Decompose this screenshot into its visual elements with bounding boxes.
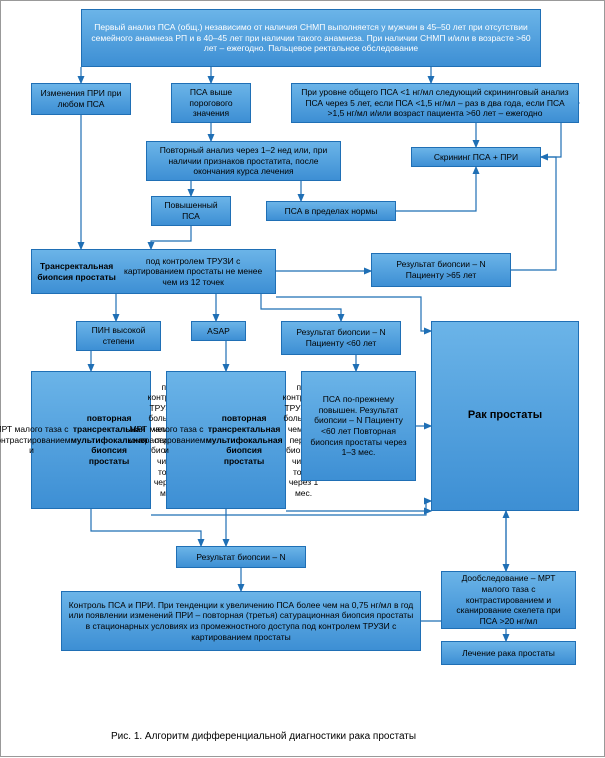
node-n1: Первый анализ ПСА (общ.) независимо от н… [81, 9, 541, 67]
node-n7: Повышенный ПСА [151, 196, 231, 226]
node-n5: Повторный анализ через 1–2 нед или, при … [146, 141, 341, 181]
node-n16: МРТ малого таза с контрастированием и по… [166, 371, 286, 509]
node-n3: ПСА выше порогового значения [171, 83, 251, 123]
node-n4: При уровне общего ПСА <1 нг/мл следующий… [291, 83, 579, 123]
node-n11: ПИН высокой степени [76, 321, 161, 351]
node-n19: Контроль ПСА и ПРИ. При тенденции к увел… [61, 591, 421, 651]
node-n6: Скрининг ПСА + ПРИ [411, 147, 541, 167]
node-n18: Результат биопсии – N [176, 546, 306, 568]
node-n10: Результат биопсии – N Пациенту >65 лет [371, 253, 511, 287]
node-n21: Лечение рака простаты [441, 641, 576, 665]
node-n13: Результат биопсии – N Пациенту <60 лет [281, 321, 401, 355]
node-n14: Рак простаты [431, 321, 579, 511]
node-n12: ASAP [191, 321, 246, 341]
flowchart-canvas: Рис. 1. Алгоритм дифференциальной диагно… [0, 0, 605, 757]
node-n9: Трансректальная биопсия простаты под кон… [31, 249, 276, 294]
node-n20: Дообследование – МРТ малого таза с контр… [441, 571, 576, 629]
node-n8: ПСА в пределах нормы [266, 201, 396, 221]
node-n2: Изменения ПРИ при любом ПСА [31, 83, 131, 115]
node-n17: ПСА по-прежнему повышен. Результат биопс… [301, 371, 416, 481]
figure-caption: Рис. 1. Алгоритм дифференциальной диагно… [111, 731, 416, 742]
